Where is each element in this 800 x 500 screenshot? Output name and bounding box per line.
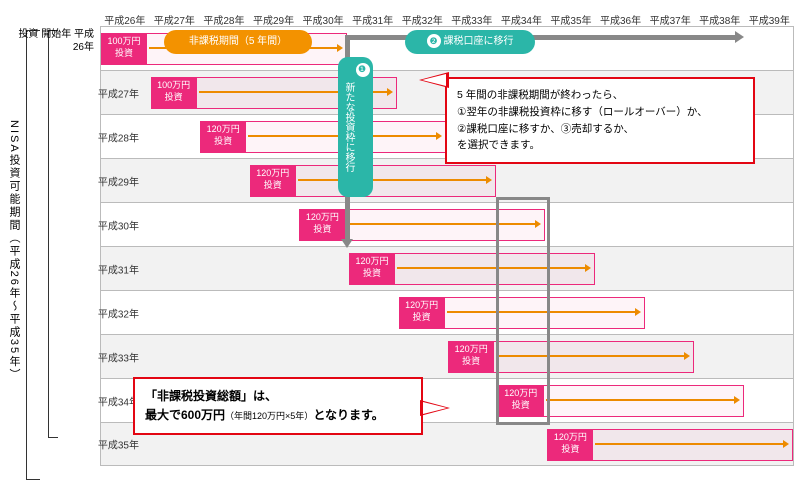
timeline-row: 平成32年120万円投資 xyxy=(100,290,794,334)
invest-box: 120万円投資 xyxy=(399,297,445,329)
orange-arrow xyxy=(447,311,635,313)
year-col: 平成33年 xyxy=(447,12,497,26)
year-col: 平成31年 xyxy=(348,12,398,26)
bracket-inner xyxy=(48,30,58,438)
row-label: 平成28年 xyxy=(91,129,139,144)
year-col: 平成29年 xyxy=(249,12,299,26)
teal-pill-label: 課税口座に移行 xyxy=(444,36,514,47)
invest-box: 100万円投資 xyxy=(151,77,197,109)
teal-vertical-pill: ❶新たな投資枠に移行 xyxy=(338,57,373,197)
year-col: 平成37年 xyxy=(645,12,695,26)
timeline-row: 平成33年120万円投資 xyxy=(100,334,794,378)
row-label: 平成35年 xyxy=(91,437,139,452)
orange-arrow xyxy=(347,223,535,225)
row-label: 平成30年 xyxy=(91,217,139,232)
row-label: 平成27年 xyxy=(91,85,139,100)
msg2-small: （年間120万円×5年） xyxy=(225,411,313,421)
invest-box: 120万円投資 xyxy=(349,253,395,285)
invest-box: 120万円投資 xyxy=(547,429,593,461)
circle-2: ❷ xyxy=(427,34,441,48)
message-box-2: 「非課税投資総額」は、 最大で600万円（年間120万円×5年）となります。 xyxy=(133,377,423,435)
callout-2 xyxy=(420,400,450,416)
row-label: 平成33年 xyxy=(91,349,139,364)
orange-pill: 非課税期間（5 年間） xyxy=(164,30,312,54)
year-col: 平成36年 xyxy=(596,12,646,26)
msg2-end: となります。 xyxy=(313,408,383,422)
callout-1 xyxy=(419,72,449,88)
year-col: 平成35年 xyxy=(546,12,596,26)
timeline-row: 平成31年120万円投資 xyxy=(100,246,794,290)
orange-arrow xyxy=(546,399,734,401)
invest-box: 120万円投資 xyxy=(200,121,246,153)
row-label: 平成29年 xyxy=(91,173,139,188)
year-col: 平成28年 xyxy=(199,12,249,26)
row-label: 平成34年 xyxy=(91,393,139,408)
invest-box: 120万円投資 xyxy=(448,341,494,373)
timeline-row: 平成30年120万円投資 xyxy=(100,202,794,246)
teal-pill: ❷課税口座に移行 xyxy=(405,30,535,54)
year-col: 平成26年 xyxy=(100,12,150,26)
invest-box: 120万円投資 xyxy=(299,209,345,241)
orange-arrow xyxy=(595,443,783,445)
year-col: 平成39年 xyxy=(745,12,795,26)
year-col: 平成27年 xyxy=(150,12,200,26)
year-col: 平成32年 xyxy=(397,12,447,26)
orange-arrow xyxy=(298,179,486,181)
vertical-title: NISA投資可能期間（平成26年〜平成35年） xyxy=(6,120,22,381)
year-header: 平成26年平成27年平成28年平成29年平成30年平成31年平成32年平成33年… xyxy=(100,12,794,26)
timeline-row: 平成29年120万円投資 xyxy=(100,158,794,202)
teal-vertical-label: 新たな投資枠に移行 xyxy=(343,82,354,172)
year-col: 平成34年 xyxy=(497,12,547,26)
msg2-line1: 「非課税投資総額」は、 xyxy=(145,389,277,403)
circle-1: ❶ xyxy=(356,63,370,77)
message-1-text: 5 年間の非課税期間が終わったら、①翌年の非課税投資枠に移す（ロールオーバー）か… xyxy=(457,87,743,154)
message-box-1: 5 年間の非課税期間が終わったら、①翌年の非課税投資枠に移す（ロールオーバー）か… xyxy=(445,77,755,164)
row-label-top: 投資 開始年 平成26年 xyxy=(12,28,94,54)
orange-arrow xyxy=(496,355,684,357)
msg2-bold: 最大で600万円 xyxy=(145,408,225,422)
bracket-outer xyxy=(26,30,40,480)
invest-box: 120万円投資 xyxy=(250,165,296,197)
invest-box: 120万円投資 xyxy=(498,385,544,417)
row-label: 平成32年 xyxy=(91,305,139,320)
year-col: 平成30年 xyxy=(298,12,348,26)
year-col: 平成38年 xyxy=(695,12,745,26)
row-label: 平成31年 xyxy=(91,261,139,276)
orange-arrow xyxy=(397,267,585,269)
invest-box: 100万円投資 xyxy=(101,33,147,65)
